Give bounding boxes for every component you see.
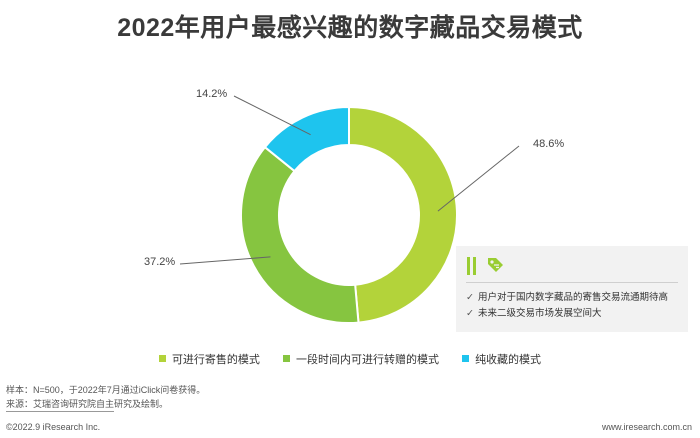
footer-source: 来源：艾瑞咨询研究院自主研究及绘制。 <box>6 399 169 409</box>
insight-box: ✓ 用户对于国内数字藏品的寄售交易流通期待高 ✓ 未来二级交易市场发展空间大 <box>456 246 688 332</box>
footer-sample: 样本：N=500，于2022年7月通过iClick问卷获得。 <box>6 385 206 395</box>
leader-line <box>437 145 520 212</box>
legend-swatch <box>158 355 166 362</box>
data-label: 14.2% <box>196 88 228 100</box>
slice-consignment <box>348 105 458 324</box>
chart-title: 2022年用户最感兴趣的数字藏品交易模式 <box>117 14 583 42</box>
footer-copyright: ©2022.9 iResearch Inc. <box>6 422 101 432</box>
legend-item-consignment: 可进行寄售的模式 <box>158 351 260 367</box>
legend-swatch <box>462 355 470 362</box>
leader-line <box>233 95 311 136</box>
footer-website: www.iresearch.com.cn <box>601 422 692 432</box>
leader-line <box>179 256 271 265</box>
insight-item: ✓ 未来二级交易市场发展空间大 <box>466 308 602 319</box>
footer-divider <box>6 411 114 412</box>
insight-divider <box>466 282 678 283</box>
legend-swatch <box>283 355 290 362</box>
insight-item: ✓ 用户对于国内数字藏品的寄售交易流通期待高 <box>466 292 669 303</box>
slice-collect <box>263 105 350 173</box>
slice-transfer <box>240 145 360 324</box>
legend-label: 一段时间内可进行转赠的模式 <box>296 354 439 366</box>
legend-label: 可进行寄售的模式 <box>171 354 260 366</box>
check-icon: ✓ <box>466 308 474 319</box>
chart-legend: 可进行寄售的模式 一段时间内可进行转赠的模式 纯收藏的模式 <box>0 351 700 367</box>
legend-item-collect: 纯收藏的模式 <box>462 351 541 367</box>
tag-icon <box>488 258 503 272</box>
data-label: 48.6% <box>533 138 565 150</box>
legend-item-transfer: 一段时间内可进行转赠的模式 <box>283 351 439 367</box>
check-icon: ✓ <box>466 292 474 303</box>
legend-label: 纯收藏的模式 <box>475 354 542 366</box>
data-label: 37.2% <box>144 256 176 268</box>
bars-icon <box>467 257 479 275</box>
